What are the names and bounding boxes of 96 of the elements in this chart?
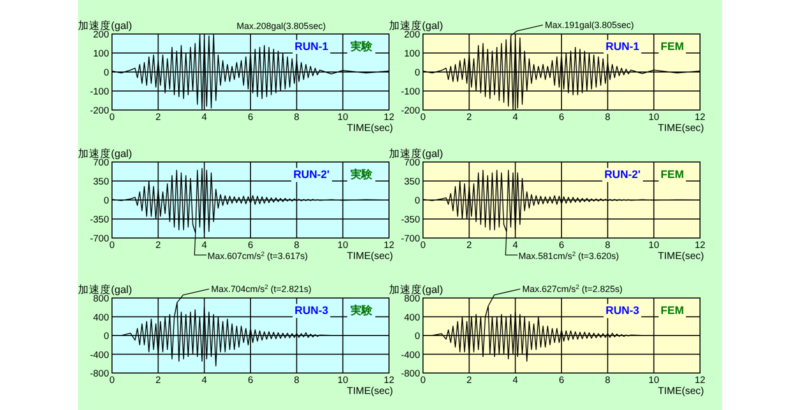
- y-tick-label: -100: [90, 86, 109, 98]
- x-tick-label: 12: [384, 375, 394, 386]
- x-tick-label: 6: [248, 240, 254, 251]
- y-tick-label: -350: [90, 214, 109, 226]
- y-axis-title: 加速度(gal): [389, 19, 444, 32]
- annotation: Max.607cm/s$^{2}$ (t=3.617s): [207, 250, 308, 261]
- y-tick-label: 350: [93, 176, 109, 188]
- y-axis-title: 加速度(gal): [389, 283, 444, 296]
- x-tick-label: 2: [156, 112, 161, 123]
- y-axis-title: 加速度(gal): [389, 147, 444, 160]
- x-tick-label: 4: [202, 375, 207, 386]
- x-axis-title: TIME(sec): [658, 386, 704, 397]
- x-tick-label: 2: [466, 112, 472, 123]
- x-tick-label: 12: [694, 375, 706, 386]
- y-tick-label: 200: [404, 30, 420, 40]
- x-axis-title: TIME(sec): [658, 251, 704, 262]
- x-tick-label: 8: [605, 375, 610, 386]
- annotation: Max.627cm/s$^{2}$ (t=2.825s): [522, 284, 623, 294]
- x-tick-label: 10: [648, 112, 660, 123]
- annotation: 実験: [349, 304, 374, 317]
- y-tick-label: 200: [93, 30, 109, 40]
- y-tick-label: 0: [104, 331, 109, 342]
- x-tick-label: 4: [512, 240, 518, 251]
- y-tick-label: 0: [414, 331, 420, 342]
- x-tick-label: 4: [512, 112, 518, 123]
- y-axis-title: 加速度(gal): [78, 147, 132, 160]
- annotation: RUN-2': [604, 169, 641, 181]
- y-tick-label: -350: [400, 214, 420, 226]
- annotation: Max.704cm/s$^{2}$ (t=2.821s): [211, 284, 312, 294]
- x-tick-label: 12: [694, 240, 706, 251]
- y-tick-label: -200: [400, 106, 420, 116]
- annotation: RUN-2': [293, 169, 330, 181]
- annotation: RUN-1: [606, 41, 640, 53]
- x-tick-label: 4: [202, 112, 207, 123]
- x-tick-label: 8: [605, 112, 610, 123]
- text: Max.208gal(3.805sec): [236, 21, 326, 31]
- y-tick-label: -700: [90, 234, 109, 244]
- y-tick-label: 0: [414, 196, 420, 206]
- annotation: FEM: [660, 305, 684, 317]
- annotation: FEM: [660, 169, 684, 181]
- x-tick-label: 4: [202, 240, 207, 251]
- y-tick-label: -800: [90, 368, 109, 380]
- x-tick-label: 8: [294, 240, 300, 251]
- y-tick-label: -700: [400, 234, 420, 244]
- x-tick-label: 12: [384, 240, 394, 251]
- y-tick-label: -200: [90, 106, 109, 116]
- y-axis-title: 加速度(gal): [78, 283, 132, 296]
- y-tick-label: 0: [104, 196, 109, 206]
- x-tick-label: 10: [338, 240, 348, 251]
- annotation: RUN-1: [294, 41, 328, 53]
- x-tick-label: 10: [648, 375, 660, 386]
- x-tick-label: 4: [512, 375, 518, 386]
- x-tick-label: 6: [248, 112, 254, 123]
- x-tick-label: 2: [466, 375, 472, 386]
- x-tick-label: 6: [558, 375, 564, 386]
- y-tick-label: -100: [400, 86, 420, 98]
- x-tick-label: 12: [694, 112, 706, 123]
- y-tick-label: 100: [93, 48, 109, 60]
- y-tick-label: 700: [93, 158, 109, 168]
- x-tick-label: 2: [156, 240, 161, 251]
- x-tick-label: 6: [248, 375, 254, 386]
- y-tick-label: -400: [90, 350, 109, 361]
- x-tick-label: 10: [648, 240, 660, 251]
- annotation: 実験: [349, 168, 374, 181]
- annotation: 実験: [349, 40, 374, 53]
- x-tick-label: 8: [294, 112, 300, 123]
- x-tick-label: 6: [558, 240, 564, 251]
- x-tick-label: 8: [605, 240, 610, 251]
- x-axis-title: TIME(sec): [346, 123, 393, 134]
- y-tick-label: 800: [404, 294, 420, 304]
- y-axis-title: 加速度(gal): [78, 19, 132, 32]
- x-axis-title: TIME(sec): [658, 123, 704, 134]
- annotation: Max.581cm/s$^{2}$ (t=3.620s): [518, 250, 619, 261]
- annotation: RUN-3: [294, 305, 328, 317]
- x-tick-label: 2: [466, 240, 472, 251]
- x-axis-title: TIME(sec): [346, 386, 393, 397]
- x-tick-label: 2: [156, 375, 161, 386]
- y-tick-label: -400: [400, 350, 420, 361]
- y-tick-label: 400: [404, 312, 420, 324]
- y-tick-label: -800: [400, 368, 420, 380]
- x-tick-label: 8: [294, 375, 300, 386]
- y-tick-label: 100: [404, 48, 420, 60]
- x-axis-title: TIME(sec): [346, 251, 393, 262]
- y-tick-label: 0: [414, 68, 420, 78]
- x-tick-label: 10: [338, 112, 348, 123]
- y-tick-label: 700: [404, 158, 420, 168]
- annotation: FEM: [660, 41, 684, 53]
- x-tick-label: 6: [558, 112, 564, 123]
- y-tick-label: 800: [93, 294, 109, 304]
- annotation: RUN-3: [606, 305, 640, 317]
- y-tick-label: 400: [93, 312, 109, 324]
- y-tick-label: 350: [404, 176, 420, 188]
- y-tick-label: 0: [104, 68, 109, 78]
- annotation: Max.191gal(3.805sec): [544, 20, 634, 30]
- x-tick-label: 12: [384, 112, 394, 123]
- x-tick-label: 10: [338, 375, 348, 386]
